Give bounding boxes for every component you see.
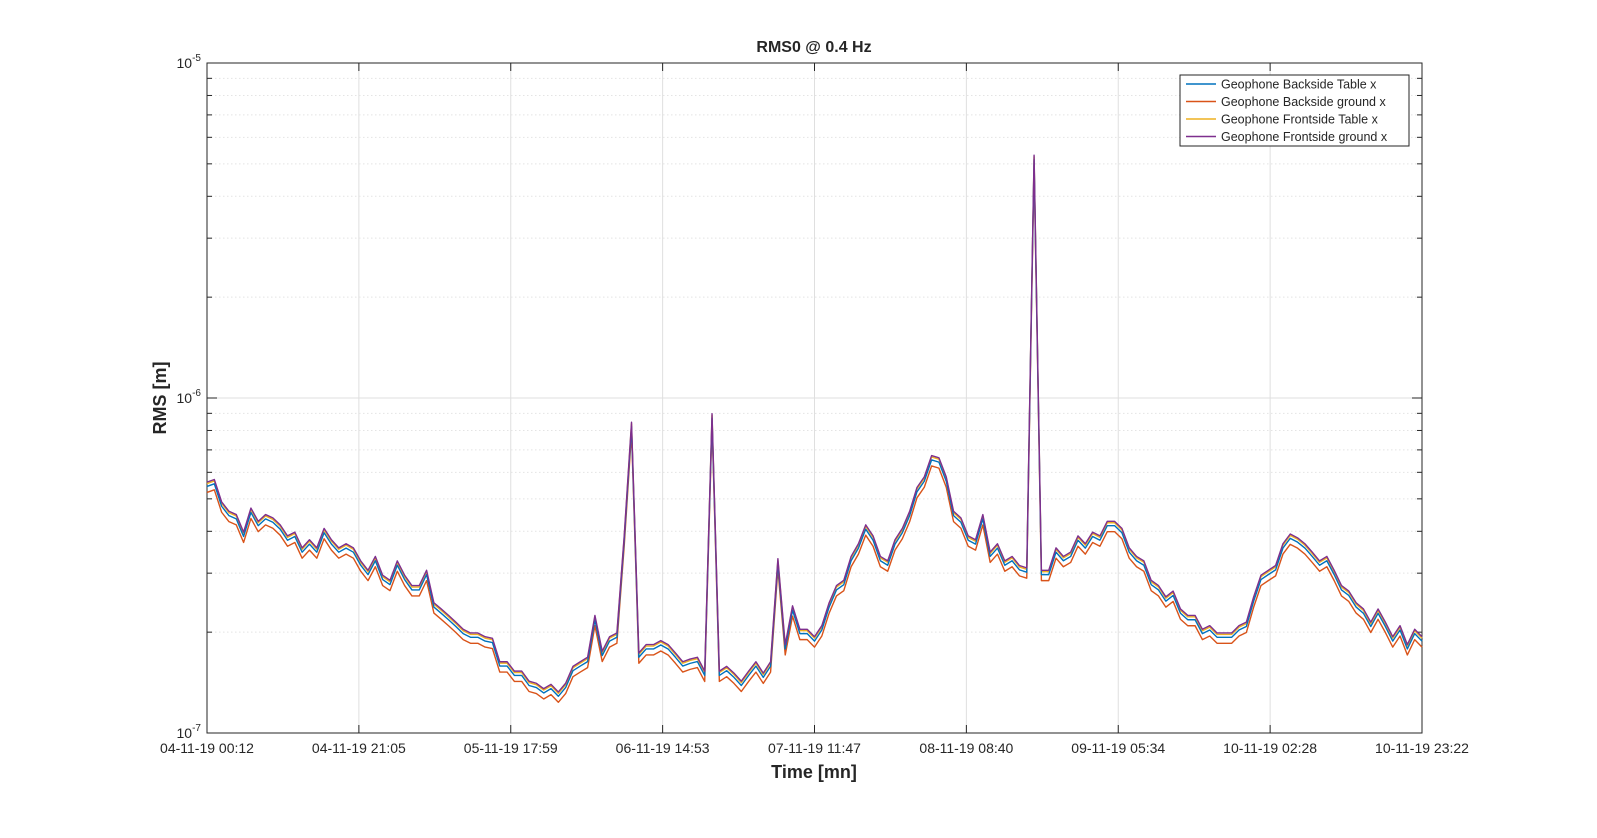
x-tick-labels: 04-11-19 00:12 04-11-19 21:05 05-11-19 17:…	[160, 740, 1469, 756]
x-tick-label: 04-11-19 21:05	[312, 740, 406, 756]
legend-label: Geophone Frontside ground x	[1221, 130, 1388, 144]
x-tick-label: 06-11-19 14:53	[616, 740, 710, 756]
x-tick-label: 10-11-19 02:28	[1223, 740, 1317, 756]
x-tick-label: 04-11-19 00:12	[160, 740, 254, 756]
legend: Geophone Backside Table x Geophone Backsi…	[1179, 74, 1410, 147]
x-tick-label: 10-11-19 23:22	[1375, 740, 1469, 756]
chart-title: RMS0 @ 0.4 Hz	[756, 39, 871, 56]
axis-ticks	[206, 63, 1423, 734]
x-axis-title: Time [mn]	[771, 762, 857, 782]
series-lines	[206, 154, 1423, 703]
x-tick-label: 07-11-19 11:47	[768, 740, 861, 756]
x-tick-label: 08-11-19 08:40	[919, 740, 1013, 756]
series-line	[206, 164, 1423, 703]
series-line	[206, 155, 1423, 695]
y-tick-label: 10-6	[177, 388, 202, 406]
legend-label: Geophone Frontside Table x	[1221, 113, 1379, 127]
legend-label: Geophone Backside Table x	[1221, 78, 1377, 92]
y-tick-label: 10-5	[177, 53, 202, 71]
x-tick-label: 09-11-19 05:34	[1071, 740, 1165, 756]
x-tick-label: 05-11-19 17:59	[464, 740, 558, 756]
series-line	[206, 158, 1423, 697]
series-line	[206, 154, 1423, 693]
y-axis-title: RMS [m]	[150, 362, 170, 435]
legend-box	[1179, 74, 1410, 147]
y-tick-label: 10-7	[177, 723, 202, 741]
legend-label: Geophone Backside ground x	[1221, 95, 1386, 109]
y-tick-labels: 10-7 10-6 10-5	[177, 53, 202, 741]
